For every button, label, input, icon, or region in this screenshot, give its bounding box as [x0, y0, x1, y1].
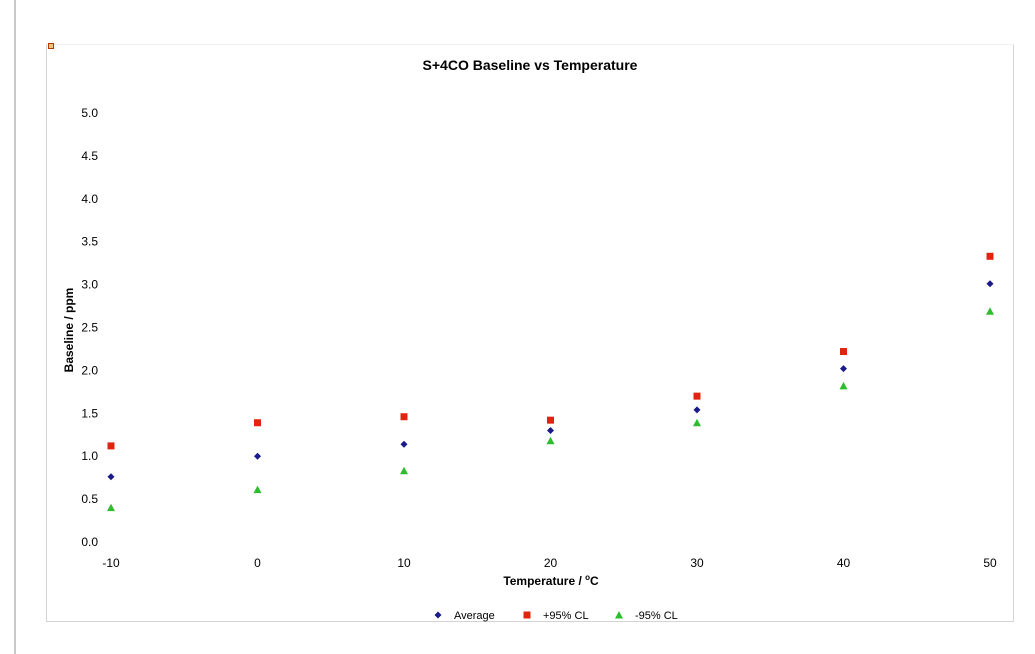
- legend-item: Average: [434, 610, 495, 622]
- x-tick-label: -10: [102, 556, 120, 570]
- y-tick-label: 4.5: [81, 149, 98, 163]
- data-point: [693, 392, 701, 400]
- y-tick-label: 4.0: [81, 192, 98, 206]
- y-tick-label: 0.5: [81, 492, 98, 506]
- data-point: [986, 307, 994, 315]
- legend-label: -95% CL: [635, 610, 678, 622]
- legend-marker: [434, 611, 442, 619]
- data-point: [693, 406, 701, 414]
- data-point: [107, 442, 115, 450]
- y-tick-label: 1.5: [81, 406, 98, 420]
- y-tick-label: 1.0: [81, 449, 98, 463]
- data-point: [400, 466, 408, 475]
- x-tick-label: 50: [983, 556, 997, 570]
- y-tick-label: 3.0: [81, 278, 98, 292]
- data-point: [400, 413, 408, 421]
- data-point: [107, 503, 115, 512]
- x-axis-label-superscript: o: [585, 573, 590, 582]
- selection-handle[interactable]: [48, 43, 54, 49]
- legend-item: -95% CL: [615, 610, 678, 622]
- x-tick-label: 30: [690, 556, 704, 570]
- legend-label: +95% CL: [543, 610, 589, 622]
- x-tick-label: 20: [544, 556, 558, 570]
- data-point: [254, 419, 261, 427]
- legend-marker: [523, 611, 531, 619]
- left-border: [14, 0, 16, 654]
- x-axis-label-text: Temperature /: [503, 574, 585, 588]
- x-tick-label: 10: [397, 556, 411, 570]
- chart-title: S+4CO Baseline vs Temperature: [423, 57, 638, 73]
- legend: Average +95% CL -95% CL: [434, 610, 678, 622]
- x-axis-label: Temperature / oC: [503, 573, 599, 588]
- y-tick-label: 3.5: [81, 235, 98, 249]
- data-point: [840, 365, 847, 373]
- data-point: [986, 252, 994, 260]
- chart-frame[interactable]: [46, 44, 1014, 622]
- data-point: [107, 473, 115, 481]
- data-point: [547, 426, 554, 434]
- y-tick-label: 0.0: [81, 535, 98, 549]
- data-point: [254, 452, 261, 460]
- data-point: [253, 485, 262, 494]
- data-point: [400, 440, 408, 448]
- y-tick-labels: 0.0 0.5 1.0 1.5 2.0 2.5 3.0 3.5 4.0 4.5 5.0: [81, 106, 98, 549]
- x-axis-label-unit: C: [590, 574, 599, 588]
- y-tick-label: 2.5: [81, 321, 98, 335]
- x-tick-label: 40: [837, 556, 851, 570]
- x-tick-label: 0: [254, 556, 261, 570]
- legend-marker: [615, 611, 623, 619]
- x-tick-labels: -10 0 10 20 30 40 50: [102, 556, 997, 570]
- chart-top-edge: [46, 44, 1014, 45]
- legend-item: +95% CL: [523, 610, 589, 622]
- data-points: [107, 252, 994, 512]
- y-tick-label: 5.0: [81, 106, 98, 120]
- data-point: [546, 436, 555, 445]
- data-point: [839, 381, 848, 390]
- data-point: [693, 418, 701, 427]
- data-point: [986, 280, 994, 288]
- data-point: [547, 416, 554, 424]
- y-tick-label: 2.0: [81, 363, 98, 377]
- y-axis-label: Baseline / ppm: [62, 288, 76, 373]
- data-point: [840, 348, 847, 356]
- legend-label: Average: [454, 610, 495, 622]
